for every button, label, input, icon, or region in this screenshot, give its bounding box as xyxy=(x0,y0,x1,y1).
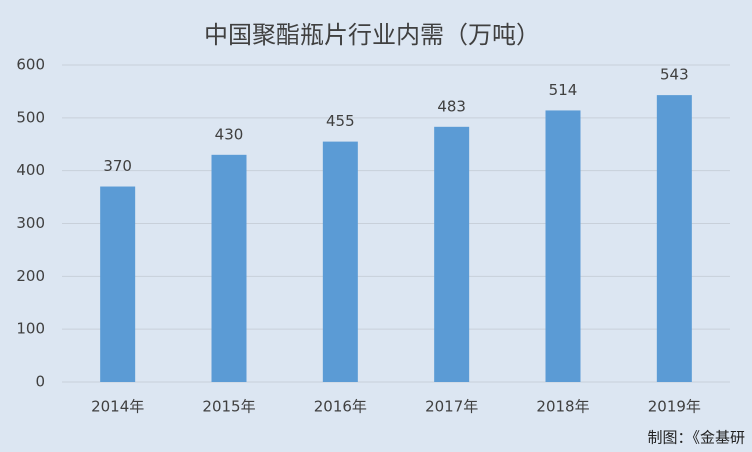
value-label: 514 xyxy=(549,81,578,99)
value-label: 430 xyxy=(215,125,244,143)
bar xyxy=(211,154,247,382)
bar xyxy=(656,95,692,383)
y-tick-label: 100 xyxy=(16,320,45,338)
bar xyxy=(322,141,358,382)
y-tick-label: 400 xyxy=(16,161,45,179)
y-tick-label: 0 xyxy=(35,373,45,391)
x-tick-label: 2017年 xyxy=(425,398,478,416)
y-tick-label: 300 xyxy=(16,214,45,232)
value-label: 455 xyxy=(326,112,355,130)
x-tick-label: 2014年 xyxy=(91,398,144,416)
y-tick-label: 600 xyxy=(16,56,45,74)
bar xyxy=(545,110,581,382)
x-tick-label: 2016年 xyxy=(314,398,367,416)
bar xyxy=(434,126,470,382)
x-tick-label: 2019年 xyxy=(648,398,701,416)
value-label: 543 xyxy=(660,66,689,84)
y-tick-label: 500 xyxy=(16,108,45,126)
source-note: 制图：《金基研 xyxy=(647,429,745,447)
bar xyxy=(100,186,136,382)
x-tick-label: 2018年 xyxy=(536,398,589,416)
value-label: 370 xyxy=(103,157,132,175)
x-tick-label: 2015年 xyxy=(202,398,255,416)
y-tick-label: 200 xyxy=(16,267,45,285)
value-label: 483 xyxy=(437,97,466,115)
chart-title: 中国聚酯瓶片行业内需（万吨） xyxy=(204,21,540,49)
